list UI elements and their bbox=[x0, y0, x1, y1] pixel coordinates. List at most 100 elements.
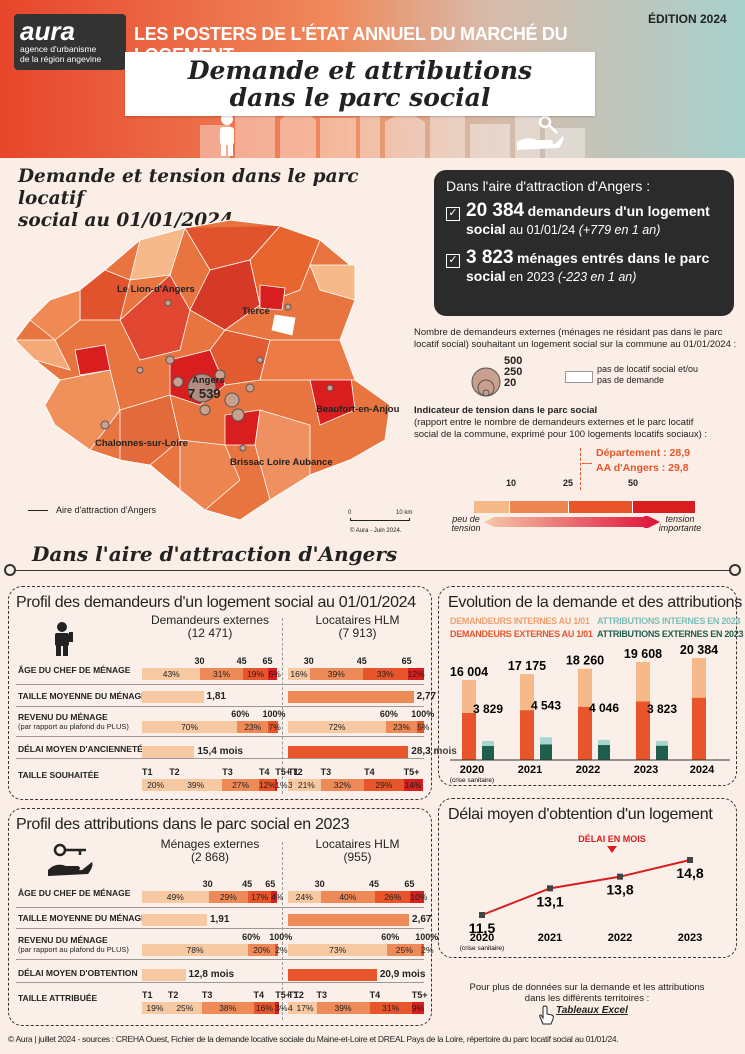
legend-none-label: pas de locatif social et/ou pas de deman… bbox=[597, 364, 699, 385]
map-label-chalonnes: Chalonnes-sur-Loire bbox=[95, 438, 188, 449]
dem-bars-t-hlm-t-1: T2 bbox=[292, 767, 303, 777]
dem-col1-head: Demandeurs externes (12 471) bbox=[140, 614, 280, 640]
dem-row-revenu: REVENU DU MÉNAGE bbox=[18, 712, 108, 722]
footer-sources: © Aura | juillet 2024 - sources : CREHA … bbox=[8, 1034, 619, 1044]
delai-x-2023: 2023 bbox=[678, 932, 702, 944]
att-row-taille-attribuee: TAILLE ATTRIBUÉE bbox=[18, 993, 98, 1003]
bar-att-ext-2020 bbox=[482, 745, 494, 760]
att-bars-age-ext-seg-1: 29% bbox=[208, 891, 249, 903]
dem-bars-rev-hlm-seg-1: 23% bbox=[385, 721, 418, 733]
evolution-chart: 16 004 3 829 2020 17 175 4 543 2021 18 260 4 04… bbox=[450, 643, 730, 784]
delai-x-2020: 2020 bbox=[470, 932, 494, 944]
bar-dem-ext-2024 bbox=[692, 697, 706, 760]
map-title-line-2: social au 01/01/2024 bbox=[18, 210, 233, 231]
person-icon bbox=[55, 622, 73, 656]
att-bars-age-ext-seg-3: 4% bbox=[271, 891, 284, 903]
att-bars-t-ext-t-0: T1 bbox=[142, 990, 153, 1000]
att-row-age: ÂGE DU CHEF DE MÉNAGE bbox=[18, 888, 131, 898]
dem-bars-rev-hlm-seg-2: 5% bbox=[417, 721, 430, 733]
key-fig1-evolution: (+779 en 1 an) bbox=[578, 223, 661, 237]
person-icon bbox=[220, 113, 234, 156]
label-att-total-2023: 3 823 bbox=[647, 702, 677, 716]
divider-dot-left bbox=[4, 564, 16, 576]
legend-external-desc: Nombre de demandeurs externes (ménages n… bbox=[414, 327, 737, 350]
dem-bars-t-ext-seg-3: 12% bbox=[258, 779, 276, 791]
label-dem-total-2023: 19 608 bbox=[624, 647, 662, 661]
tension-map[interactable] bbox=[10, 210, 420, 540]
dem-bars-t-hlm-seg-1: 21% bbox=[292, 779, 321, 791]
section-divider bbox=[8, 570, 737, 571]
dem-bars-t-ext-t-1: T2 bbox=[169, 767, 180, 777]
key-fig2-rest: en 2023 bbox=[509, 270, 555, 284]
logo-subtitle-2: de la région angevine bbox=[20, 54, 102, 64]
att-bars-rev-hlm-seg-2: 2% bbox=[421, 944, 434, 956]
delai-point-2023 bbox=[687, 857, 693, 863]
att-bars-age-hlm-tick-1: 45 bbox=[369, 879, 380, 889]
x-note: (crise sanitaire) bbox=[450, 777, 494, 784]
bar-att-int-2022 bbox=[598, 739, 610, 746]
x-tick-2023: 2023 bbox=[634, 764, 658, 776]
att-bars-t-hlm-t-4: T5+ bbox=[411, 990, 428, 1000]
dem-bars-age-hlm-seg-2: 33% bbox=[362, 668, 408, 680]
delai-point-2022 bbox=[617, 873, 623, 880]
delai-annotation-arrow bbox=[607, 846, 617, 853]
att-col2-count: (955) bbox=[343, 850, 372, 864]
att-bars-t-ext-seg-3: 16% bbox=[253, 1002, 276, 1014]
map-label-angers-value: 7 539 bbox=[188, 386, 221, 401]
delai-line bbox=[481, 859, 691, 916]
page-title: Demande et attributions dans le parc soc… bbox=[125, 52, 595, 111]
delai-x-2022: 2022 bbox=[608, 932, 632, 944]
att-bars-taille-hlm-bar bbox=[288, 914, 410, 926]
dem-bars-rev-ext-tick-0: 60% bbox=[231, 709, 250, 719]
att-bars-t-hlm-seg-1: 17% bbox=[293, 1002, 317, 1014]
dem-bars-rev-hlm-seg-0: 72% bbox=[288, 721, 386, 733]
map-section-title: Demande et tension dans le parc locatif … bbox=[18, 166, 428, 232]
label-dem-total-2022: 18 260 bbox=[566, 654, 604, 668]
dem-row-delai: DÉLAI MOYEN D'ANCIENNETÉ bbox=[18, 744, 143, 754]
key-fig1: 20 384 bbox=[466, 200, 525, 221]
dem-bars-t-ext-seg-2: 27% bbox=[222, 779, 259, 791]
dem-row-taille: TAILLE MOYENNE DU MÉNAGE bbox=[18, 691, 147, 701]
dem-bars-delai-ext-bar bbox=[142, 746, 195, 758]
legend-att-int: ATTRIBUTIONS INTERNES EN 2023 bbox=[597, 616, 741, 626]
bar-dem-ext-2022 bbox=[578, 706, 592, 760]
att-bars-t-hlm-seg-4: 9% bbox=[411, 1002, 425, 1014]
delai-label-2021: 13,1 bbox=[536, 893, 563, 909]
dem-bars-taille-hlm-bar bbox=[288, 691, 414, 703]
tension-desc: (rapport entre le nombre de demandeurs e… bbox=[414, 417, 708, 440]
row-separator bbox=[16, 928, 424, 929]
dem-bars-age-ext-seg-0: 43% bbox=[142, 668, 201, 680]
key-fig2-evolution: (-223 en 1 an) bbox=[557, 270, 637, 284]
att-bars-age-hlm-tick-2: 65 bbox=[404, 879, 415, 889]
legend-dem-int: DEMANDEURS INTERNES AU 1/01 bbox=[450, 616, 590, 626]
bar-att-int-2023 bbox=[656, 740, 668, 746]
bar-att-ext-2022 bbox=[598, 745, 610, 760]
dem-bars-age-ext-seg-1: 31% bbox=[200, 668, 243, 680]
threshold-25: 25 bbox=[563, 478, 574, 488]
excel-link[interactable]: Tableaux Excel bbox=[556, 1005, 628, 1016]
aura-logo[interactable]: aura agence d'urbanisme de la région ang… bbox=[14, 14, 126, 70]
dem-col2-count: (7 913) bbox=[338, 626, 377, 640]
att-bars-age-hlm-seg-2: 26% bbox=[375, 891, 411, 903]
att-bars-t-hlm-t-3: T4 bbox=[369, 990, 381, 1000]
dem-row-revenu-sub: (par rapport au plafond du PLUS) bbox=[18, 722, 129, 731]
delai-label-2022: 13,8 bbox=[606, 882, 633, 898]
map-label-lion: Le Lion-d'Angers bbox=[117, 284, 195, 295]
dem-bars-age-hlm-seg-3: 12% bbox=[407, 668, 425, 680]
dem-bars-age-ext-tick-0: 30 bbox=[194, 656, 205, 666]
att-bars-age-ext-tick-0: 30 bbox=[202, 879, 213, 889]
label-att-total-2020: 3 829 bbox=[473, 702, 503, 716]
att-bars-age-ext-seg-0: 49% bbox=[142, 891, 209, 903]
legend-circle-20: 20 bbox=[504, 377, 517, 389]
divider-dot-right bbox=[729, 564, 741, 576]
att-bars-t-hlm-t-2: T3 bbox=[316, 990, 328, 1000]
check-icon: ✓ bbox=[446, 207, 460, 221]
att-bars-rev-ext-seg-2: 2% bbox=[275, 944, 288, 956]
delai-label-2023: 14,8 bbox=[676, 865, 703, 881]
dem-bars-t-hlm-t-4: T5+ bbox=[403, 767, 420, 777]
att-bars-age-ext-seg-2: 17% bbox=[248, 891, 272, 903]
dem-bars-age-hlm-tick-1: 45 bbox=[356, 656, 367, 666]
bar-dem-int-2022 bbox=[578, 668, 592, 707]
att-bars-delai-hlm-bar bbox=[288, 969, 377, 981]
